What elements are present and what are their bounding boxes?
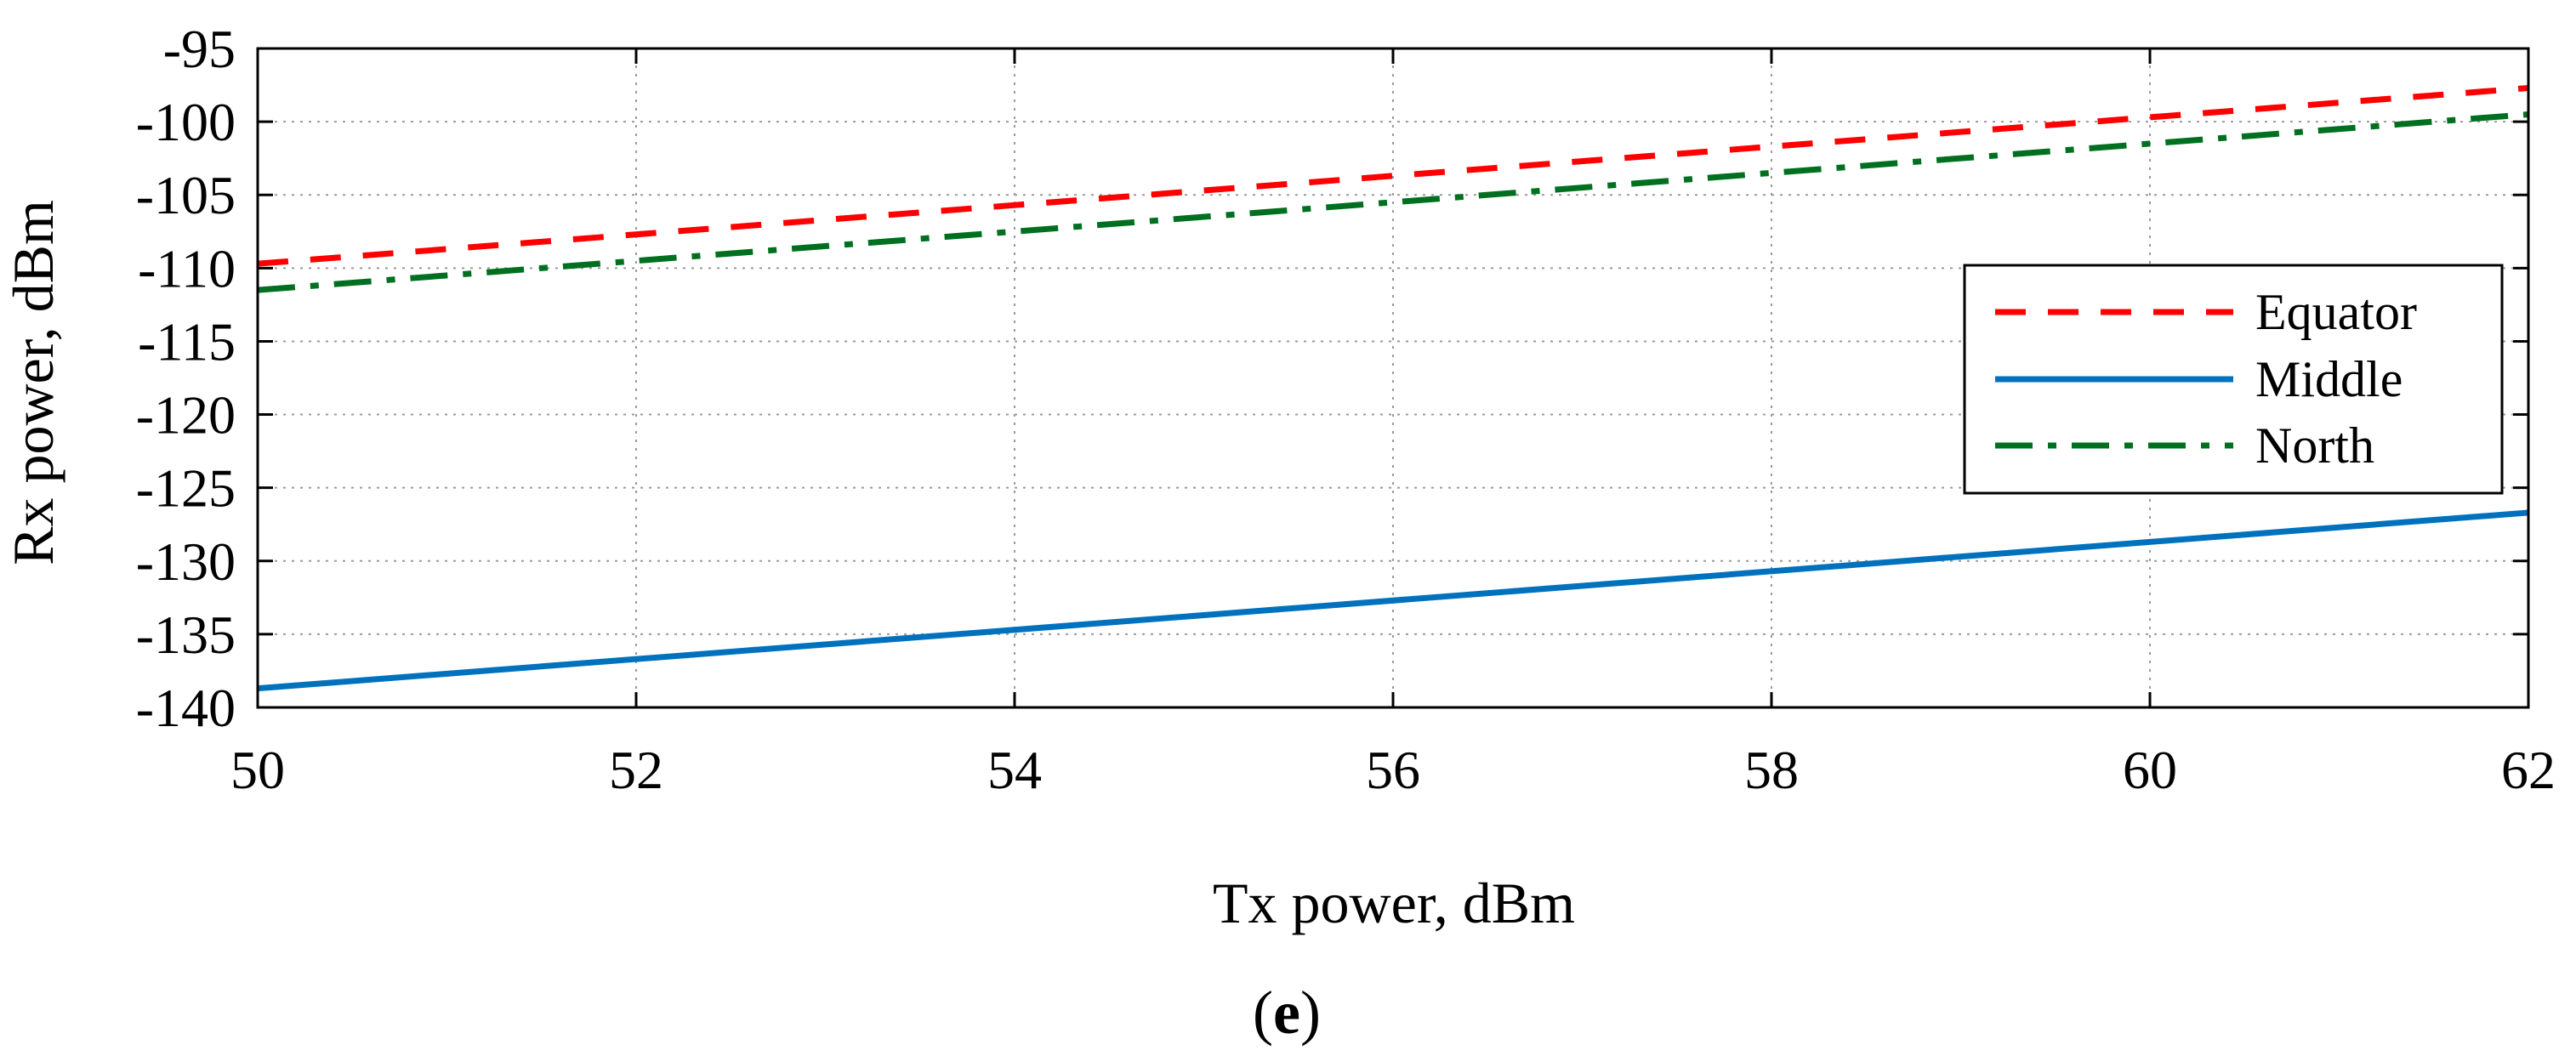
tick-labels: 50 52 54 56 58 60 62 -95 -100 -105 -110 -115 -120 -12… — [136, 19, 2556, 800]
y-tick-label: -130 — [136, 531, 236, 592]
legend: Equator Middle North — [1963, 264, 2504, 495]
x-tick-label: 56 — [1366, 740, 1420, 800]
y-axis-label: Rx power, dBm — [1, 200, 65, 565]
y-tick-label: -95 — [163, 19, 236, 79]
x-tick-label: 52 — [609, 740, 663, 800]
series-line-north — [257, 111, 2529, 293]
y-tick-label: -125 — [136, 458, 236, 519]
caption-open: ( — [1253, 979, 1273, 1047]
y-tick-label: -135 — [136, 605, 236, 665]
x-axis-label: Tx power, dBm — [1213, 871, 1575, 935]
y-tick-label: -105 — [136, 165, 236, 225]
legend-label-middle: Middle — [2255, 351, 2403, 407]
y-tick-label: -115 — [138, 311, 236, 372]
legend-label-north: North — [2255, 417, 2374, 474]
series-lines — [257, 85, 2529, 692]
caption-letter: e — [1273, 979, 1300, 1047]
series-line-middle — [257, 509, 2529, 692]
y-tick-label: -140 — [136, 678, 236, 738]
series-line-equator — [257, 85, 2529, 267]
figure-caption: (e) — [1253, 979, 1321, 1047]
y-tick-label: -100 — [136, 92, 236, 152]
x-tick-label: 58 — [1744, 740, 1799, 800]
ticks — [256, 47, 2530, 709]
y-tick-label: -120 — [136, 385, 236, 446]
x-tick-label: 60 — [2123, 740, 2177, 800]
legend-label-equator: Equator — [2255, 284, 2417, 340]
x-tick-label: 54 — [987, 740, 1042, 800]
caption-close: ) — [1300, 979, 1321, 1047]
x-tick-label: 62 — [2501, 740, 2556, 800]
y-tick-label: -110 — [138, 238, 236, 298]
x-tick-label: 50 — [230, 740, 285, 800]
